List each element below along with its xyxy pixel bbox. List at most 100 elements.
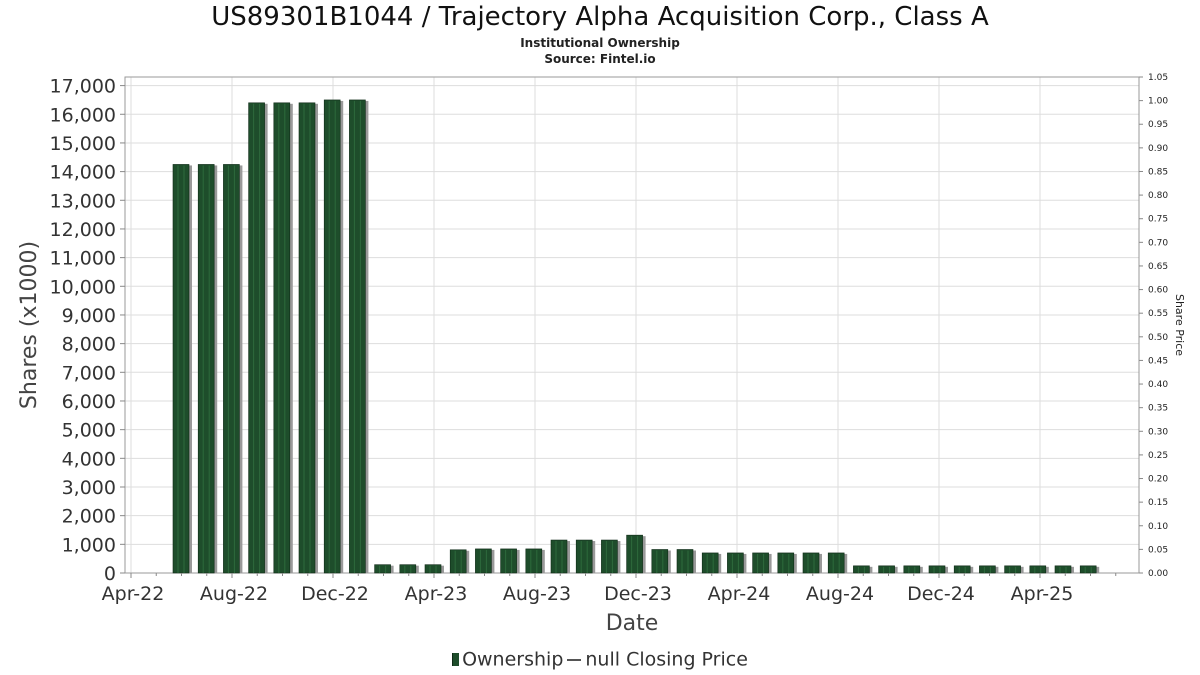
y-tick-label: 17,000 <box>50 76 116 98</box>
bar-series <box>172 99 1100 574</box>
y-tick-label: 16,000 <box>50 104 116 126</box>
y2-tick-label: 0.85 <box>1148 167 1168 177</box>
ownership-bar <box>197 164 215 574</box>
ownership-bar <box>928 565 946 574</box>
x-tick-label: Aug-24 <box>806 583 874 605</box>
y-tick-label: 8,000 <box>62 334 116 356</box>
ownership-bar <box>1054 565 1072 574</box>
ownership-bar <box>449 549 467 574</box>
y2-tick-label: 0.25 <box>1148 451 1168 461</box>
ownership-bar <box>475 548 492 574</box>
y-tick-label: 2,000 <box>62 506 116 528</box>
y2-tick-label: 0.55 <box>1148 309 1168 319</box>
ownership-bar <box>399 564 417 574</box>
y2-tick-label: 0.15 <box>1148 498 1168 508</box>
x-tick-label: Dec-23 <box>604 583 672 605</box>
y2-tick-label: 0.80 <box>1148 191 1168 201</box>
ownership-bar <box>827 552 845 574</box>
y2-tick-label: 0.60 <box>1148 286 1168 296</box>
ownership-bar <box>1029 565 1047 574</box>
y-axis-right: 0.00 0.05 0.10 0.15 0.20 0.25 0.30 0.35 0.40 0.45… <box>1139 73 1168 579</box>
ownership-bar <box>1004 565 1021 574</box>
ownership-legend-label: Ownership <box>462 648 564 671</box>
y-tick-label: 7,000 <box>62 362 116 384</box>
grid-lines <box>125 77 1139 574</box>
ownership-bar <box>777 552 795 574</box>
x-tick-label: Aug-22 <box>200 583 268 605</box>
y-tick-label: 0 <box>104 563 116 585</box>
y2-tick-label: 0.75 <box>1148 215 1168 225</box>
y-tick-label: 1,000 <box>62 534 116 556</box>
y-tick-label: 3,000 <box>62 477 116 499</box>
y2-tick-label: 0.30 <box>1148 427 1168 437</box>
ownership-bar <box>525 548 543 574</box>
ownership-bar <box>1079 565 1097 574</box>
price-legend-label: null Closing Price <box>585 648 748 671</box>
y-axis-left: 0 1,000 2,000 3,000 4,000 5,000 6,000 7,000 8,00… <box>50 76 125 585</box>
chart-legend: Ownership null Closing Price <box>0 648 1200 671</box>
y2-tick-label: 0.45 <box>1148 356 1168 366</box>
y-axis-label: Shares (x1000) <box>17 241 42 409</box>
ownership-legend-swatch <box>452 653 460 666</box>
ownership-bar <box>273 102 291 574</box>
ownership-bar <box>651 549 669 574</box>
y2-tick-label: 0.90 <box>1148 144 1168 154</box>
y-tick-label: 11,000 <box>50 248 116 270</box>
ownership-bar <box>575 539 593 574</box>
y2-tick-label: 0.70 <box>1148 238 1168 248</box>
y-tick-label: 5,000 <box>62 420 116 442</box>
x-axis-label: Date <box>606 611 659 636</box>
y2-tick-label: 1.05 <box>1148 73 1168 83</box>
ownership-bar <box>903 565 921 574</box>
y2-tick-label: 0.10 <box>1148 522 1168 532</box>
ownership-bar <box>424 564 442 574</box>
ownership-bar <box>626 534 643 574</box>
y-tick-label: 4,000 <box>62 448 116 470</box>
y-tick-label: 15,000 <box>50 133 116 155</box>
ownership-bar <box>752 552 769 574</box>
ownership-bar <box>601 539 618 574</box>
ownership-bar <box>172 164 190 574</box>
y2-tick-label: 0.35 <box>1148 404 1168 414</box>
price-legend-line <box>567 658 582 661</box>
y2-tick-label: 0.20 <box>1148 475 1168 485</box>
y2-axis-label: Share Price <box>1173 294 1186 356</box>
ownership-bar <box>323 99 341 574</box>
ownership-bar <box>298 102 316 574</box>
y2-tick-label: 0.50 <box>1148 333 1168 343</box>
ownership-bar <box>349 99 366 574</box>
x-tick-label: Dec-24 <box>907 583 975 605</box>
ownership-bar <box>878 565 895 574</box>
x-tick-label: Apr-22 <box>102 583 165 605</box>
ownership-bar <box>953 565 971 574</box>
y-tick-label: 12,000 <box>50 219 116 241</box>
y-tick-label: 9,000 <box>62 305 116 327</box>
x-tick-label: Apr-24 <box>708 583 771 605</box>
y2-tick-label: 0.00 <box>1148 569 1168 579</box>
ownership-bar <box>500 548 517 574</box>
y2-tick-label: 0.40 <box>1148 380 1168 390</box>
ownership-bar <box>374 564 391 574</box>
x-axis: Apr-22 Aug-22 Dec-22 Apr-23 Aug-23 Dec-23 Apr-… <box>102 573 1117 605</box>
ownership-bar <box>853 565 870 574</box>
y-tick-label: 13,000 <box>50 190 116 212</box>
chart-title: US89301B1044 / Trajectory Alpha Acquisit… <box>211 2 989 32</box>
y2-tick-label: 0.05 <box>1148 545 1168 555</box>
chart-source: Source: Fintel.io <box>544 52 656 66</box>
x-tick-label: Dec-22 <box>301 583 369 605</box>
ownership-bar <box>223 164 240 574</box>
ownership-bar <box>727 552 744 574</box>
y-tick-label: 14,000 <box>50 162 116 184</box>
x-tick-label: Apr-25 <box>1011 583 1074 605</box>
ownership-bar <box>979 565 996 574</box>
y-tick-label: 6,000 <box>62 391 116 413</box>
y2-tick-label: 0.95 <box>1148 120 1168 130</box>
x-tick-label: Aug-23 <box>503 583 571 605</box>
y2-tick-label: 1.00 <box>1148 97 1168 107</box>
ownership-bar <box>802 552 820 574</box>
ownership-bar <box>701 552 719 574</box>
ownership-bar <box>248 102 265 574</box>
x-tick-label: Apr-23 <box>405 583 468 605</box>
ownership-bar <box>550 539 568 574</box>
